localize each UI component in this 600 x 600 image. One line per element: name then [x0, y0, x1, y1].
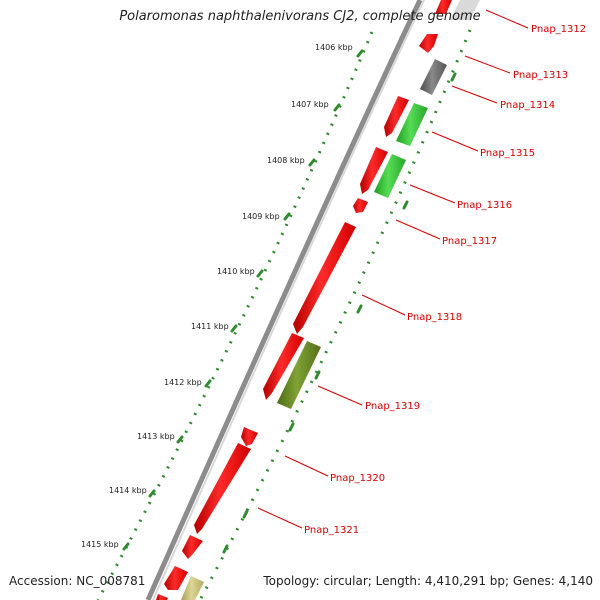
gene-pnap-1312[interactable] [435, 0, 452, 14]
scale-label-1406: 1406 kbp [315, 43, 353, 52]
scale-label-1412: 1412 kbp [164, 378, 202, 387]
gene-label-pnap-1319[interactable]: Pnap_1319 [365, 401, 420, 412]
gene-pnap-1316[interactable] [374, 154, 406, 198]
gene-label-pnap-1314[interactable]: Pnap_1314 [500, 100, 555, 111]
genome-summary: Topology: circular; Length: 4,410,291 bp… [263, 574, 593, 588]
gene-label-pnap-1318[interactable]: Pnap_1318 [407, 312, 462, 323]
gene-label-pnap-1316[interactable]: Pnap_1316 [457, 200, 512, 211]
scale-label-1411: 1411 kbp [191, 322, 229, 331]
scale-label-1409: 1409 kbp [242, 212, 280, 221]
gene-pnap-1319[interactable] [277, 341, 321, 409]
gene-label-pnap-1315[interactable]: Pnap_1315 [480, 148, 535, 159]
gene-labels: Pnap_1312 Pnap_1313 Pnap_1314 Pnap_1315 … [304, 24, 586, 536]
gene-bottom-red-2[interactable] [156, 594, 168, 600]
gene-pnap-1312-gray[interactable] [450, 0, 480, 20]
gene-pnap-1320[interactable] [194, 443, 251, 534]
scale-label-1407: 1407 kbp [291, 100, 329, 109]
scale-label-1415: 1415 kbp [81, 540, 119, 549]
scale-tick [283, 212, 291, 221]
scale-tick [230, 324, 238, 333]
scale-label-1410: 1410 kbp [217, 267, 255, 276]
scale-ticks [122, 49, 364, 551]
genes-inner [181, 0, 480, 600]
gene-label-pnap-1312[interactable]: Pnap_1312 [531, 24, 586, 35]
gene-label-pnap-1321[interactable]: Pnap_1321 [304, 525, 359, 536]
gene-pnap-1314[interactable] [420, 59, 447, 95]
scale-tick [308, 158, 316, 167]
scale-tick [333, 103, 341, 112]
gene-pnap-1317[interactable] [353, 198, 368, 213]
gene-pnap-1319-red[interactable] [263, 333, 304, 400]
accession-label: Accession: NC_008781 [9, 574, 146, 588]
map-title: Polaromonas naphthalenivorans CJ2, compl… [119, 9, 481, 24]
genes-forward [156, 0, 452, 600]
scale-tick [148, 489, 156, 498]
scale-track [96, 31, 374, 600]
gene-pnap-1320-small[interactable] [241, 427, 258, 446]
gene-pnap-1318[interactable] [293, 222, 356, 334]
scale-label-1408: 1408 kbp [267, 156, 305, 165]
genome-backbone [145, 0, 423, 600]
scale-tick [356, 49, 364, 58]
scale-tick [176, 435, 184, 444]
gene-pnap-1321[interactable] [182, 535, 203, 559]
genome-backbone-highlight [152, 0, 425, 600]
gene-label-pnap-1320[interactable]: Pnap_1320 [330, 473, 385, 484]
gene-bottom-khaki[interactable] [181, 576, 204, 600]
gene-bottom-red[interactable] [164, 566, 188, 590]
label-leaders [257, 9, 529, 529]
gene-label-pnap-1313[interactable]: Pnap_1313 [513, 70, 568, 81]
gene-pnap-1315[interactable] [396, 103, 428, 146]
gene-pnap-1316-red[interactable] [360, 147, 388, 194]
scale-tick [122, 542, 130, 551]
scale-tick [204, 379, 212, 388]
gene-pnap-1315-red[interactable] [384, 96, 409, 137]
inner-track-ticks [222, 72, 457, 554]
scale-tick [256, 269, 264, 278]
gene-pnap-1313[interactable] [419, 34, 438, 53]
scale-label-1414: 1414 kbp [109, 486, 147, 495]
gene-label-pnap-1317[interactable]: Pnap_1317 [442, 236, 497, 247]
scale-labels: 1406 kbp 1407 kbp 1408 kbp 1409 kbp 1410… [81, 43, 353, 549]
scale-label-1413: 1413 kbp [137, 432, 175, 441]
